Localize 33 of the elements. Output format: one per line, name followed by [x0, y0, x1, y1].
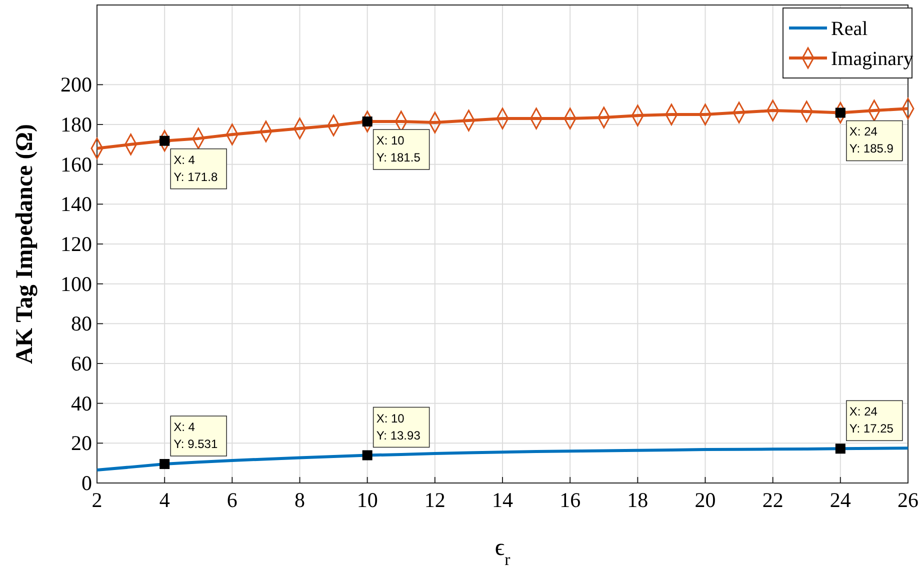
- y-tick-label: 140: [60, 192, 92, 216]
- x-tick-label: 14: [492, 488, 514, 512]
- y-tick-label: 180: [60, 112, 92, 136]
- y-tick-label: 120: [60, 232, 92, 256]
- annotation: X: 24 Y: 185.9: [849, 124, 894, 156]
- annotation: X: 10 Y: 181.5: [376, 134, 421, 165]
- annotation: X: 10 Y: 13.93: [376, 411, 421, 442]
- y-tick-label: 60: [71, 352, 92, 376]
- y-tick-label: 20: [71, 431, 92, 456]
- x-tick-label: 26: [898, 488, 918, 512]
- y-tick-label: 80: [71, 312, 92, 336]
- x-tick-label: 2: [92, 488, 102, 512]
- x-tick-label: 16: [560, 488, 581, 512]
- y-axis-title: AK Tag Impedance (Ω): [12, 124, 38, 364]
- y-tick-label: 100: [60, 272, 92, 296]
- legend-label: Real: [831, 18, 868, 40]
- x-tick-label: 22: [762, 488, 784, 512]
- x-tick-label: 6: [226, 488, 238, 512]
- x-tick-label: 8: [294, 488, 305, 512]
- y-tick-label: 0: [82, 471, 92, 495]
- annotation: X: 4 Y: 9.531: [174, 420, 218, 452]
- annotation: X: 24 Y: 17.25: [849, 404, 894, 436]
- x-tick-label: 20: [694, 488, 716, 512]
- x-axis-title: ϵ$_{r}$: [494, 535, 511, 568]
- x-tick-label: 12: [424, 488, 446, 512]
- x-tick-label: 18: [627, 488, 648, 512]
- annotation: X: 4 Y: 171.8: [174, 152, 218, 184]
- y-tick-label: 200: [60, 72, 92, 97]
- y-tick-label: 40: [71, 391, 92, 416]
- x-tick-label: 4: [159, 488, 170, 512]
- x-tick-label: 10: [356, 488, 378, 512]
- y-tick-label: 160: [60, 152, 92, 176]
- x-tick-label: 24: [830, 488, 852, 512]
